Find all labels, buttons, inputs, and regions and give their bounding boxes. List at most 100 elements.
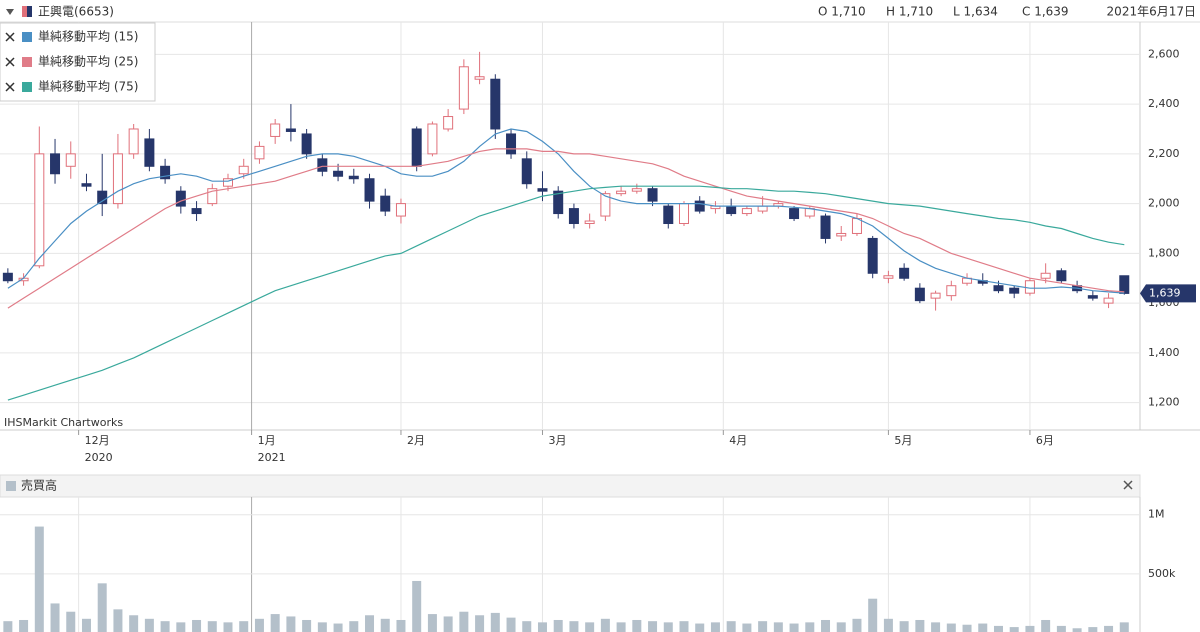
volume-bar <box>569 621 579 632</box>
candle-body <box>899 267 910 279</box>
volume-bar <box>836 622 846 632</box>
volume-bar <box>443 616 453 632</box>
volume-bar <box>302 619 312 632</box>
candle-body <box>160 165 171 180</box>
candle-body <box>647 188 658 202</box>
volume-plot: 500k 1M <box>0 497 1176 632</box>
volume-bar <box>490 612 500 632</box>
volume-bar <box>931 622 941 632</box>
candle-body <box>851 218 862 234</box>
volume-bar <box>726 621 736 632</box>
candle-body <box>223 178 233 187</box>
volume-bar <box>946 623 956 632</box>
volume-bar <box>160 621 170 632</box>
y-tick-label: 2,400 <box>1148 97 1180 110</box>
volume-bar <box>758 621 768 632</box>
candle-body <box>2 272 13 282</box>
candle-body <box>521 158 532 185</box>
legend-remove[interactable] <box>5 57 15 67</box>
volume-bar <box>286 616 296 632</box>
volume-close[interactable] <box>1123 480 1133 490</box>
year-label: 2021 <box>258 451 286 464</box>
volume-bar <box>66 611 76 632</box>
ma-line <box>7 185 1125 401</box>
dropdown-icon[interactable] <box>6 9 14 15</box>
price-tag <box>1140 284 1196 303</box>
volume-bar <box>773 622 783 632</box>
candle-body <box>474 76 485 80</box>
candle-body <box>537 188 548 192</box>
volume-bar <box>270 614 280 632</box>
candle-body <box>1009 287 1020 294</box>
candle-body <box>128 128 139 155</box>
volume-bar <box>537 622 547 632</box>
volume-bar <box>600 618 610 632</box>
candle-body <box>553 190 564 215</box>
legend-label: 単純移動平均 (25) <box>38 55 138 69</box>
volume-bar <box>254 618 264 632</box>
candle-body <box>285 128 296 132</box>
legend: 単純移動平均 (15) 単純移動平均 (25) 単純移動平均 (75) <box>0 22 156 102</box>
volume-bar <box>742 623 752 632</box>
candle-body <box>1087 295 1098 299</box>
candle-body <box>65 153 76 167</box>
x-tick-label: 6月 <box>1036 434 1054 447</box>
candle-body <box>175 190 186 207</box>
volume-bar <box>192 619 202 632</box>
volume-bar <box>333 623 343 632</box>
candle-body <box>741 208 752 215</box>
symbol-title[interactable]: 正興電(6653) <box>38 5 114 19</box>
candle-body <box>631 188 642 192</box>
x-tick-label: 12月 <box>85 434 110 447</box>
candle-body <box>97 190 108 205</box>
candle-body <box>348 175 359 180</box>
volume-bar <box>81 618 91 632</box>
volume-bar <box>852 618 862 632</box>
candle-body <box>1119 275 1130 294</box>
candle-body <box>317 158 328 172</box>
candle-body <box>1024 280 1035 294</box>
candle-body <box>679 203 689 225</box>
year-label: 2020 <box>85 451 113 464</box>
watermark: IHSMarkit Chartworks <box>4 416 123 429</box>
volume-bar <box>176 622 186 632</box>
candle-body <box>663 205 674 225</box>
candle-body <box>757 205 768 212</box>
price-tag-label: 1,639 <box>1149 286 1181 299</box>
x-tick-label: 2月 <box>407 434 425 447</box>
candle-body <box>254 145 265 160</box>
legend-remove[interactable] <box>5 82 15 92</box>
legend-remove-stroke <box>5 57 15 67</box>
candle-body <box>191 208 202 215</box>
candle-body <box>930 292 941 299</box>
volume-bar <box>239 621 249 632</box>
volume-bar <box>365 615 375 632</box>
candle-body <box>820 215 831 239</box>
header-bar <box>0 0 1200 22</box>
volume-bar <box>805 622 815 632</box>
candle-body <box>1103 297 1114 304</box>
candle-body <box>584 220 595 225</box>
y-tick-label: 1,400 <box>1148 346 1180 359</box>
volume-bar <box>396 619 406 632</box>
candle-body <box>395 203 406 217</box>
volume-bar <box>1025 625 1035 632</box>
volume-bar <box>1119 622 1129 632</box>
y-tick-label: 1M <box>1148 508 1165 521</box>
ohlc-high: H 1,710 <box>886 5 933 19</box>
volume-bar <box>412 580 422 632</box>
legend-remove-stroke <box>5 82 15 92</box>
legend-remove[interactable] <box>5 32 15 42</box>
candle-body <box>270 123 281 137</box>
ohlc-close: C 1,639 <box>1022 5 1069 19</box>
candle-body <box>411 128 422 167</box>
legend-swatch <box>22 57 32 67</box>
volume-bar <box>19 619 29 632</box>
ma-line <box>7 148 1125 309</box>
volume-bar <box>993 625 1003 632</box>
symbol-icon-down <box>27 6 32 17</box>
candle-body <box>427 123 438 155</box>
candle-body <box>789 208 800 220</box>
candle-body <box>694 200 705 212</box>
